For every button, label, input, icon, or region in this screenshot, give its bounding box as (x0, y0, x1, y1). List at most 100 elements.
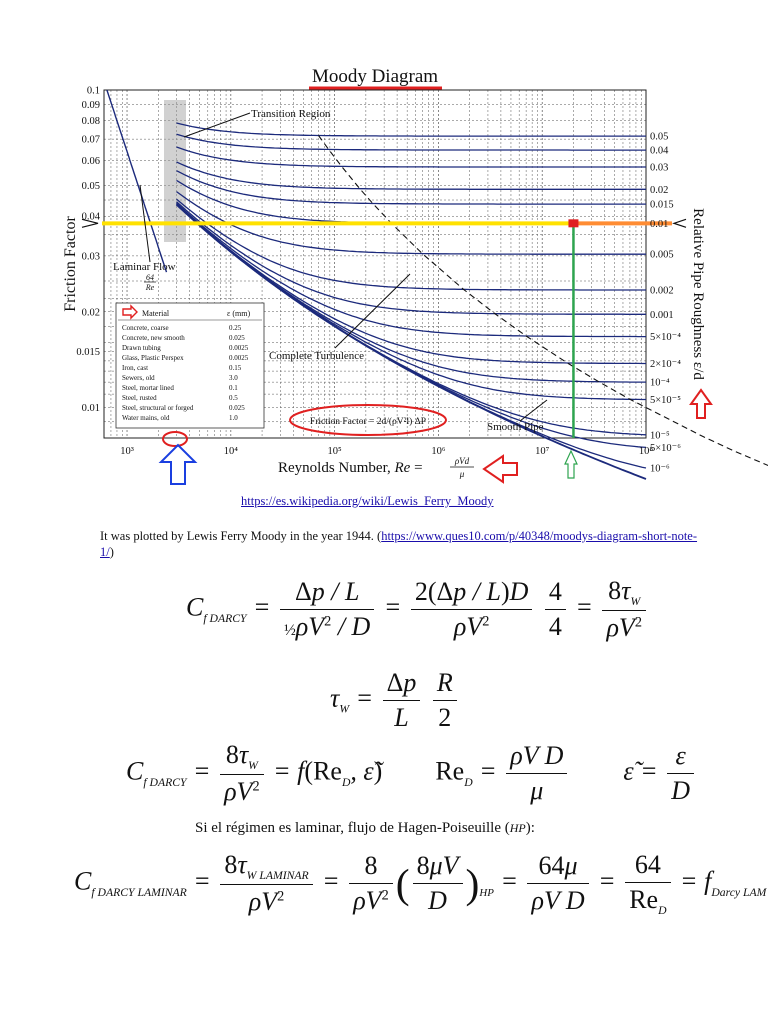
y-tick-label: 0.09 (82, 100, 100, 111)
green-up-arrow (564, 449, 578, 479)
roughness-curve (176, 179, 646, 225)
roughness-curve (176, 198, 646, 291)
x-axis-label: Reynolds Number, Re = (278, 460, 423, 476)
material-roughness: 3.0 (229, 374, 238, 382)
material-name: Drawn tubing (122, 344, 161, 352)
laminar-label: Laminar Flow (113, 261, 176, 273)
roughness-curve (176, 146, 646, 168)
roughness-label: 5×10⁻⁶ (650, 443, 681, 454)
complete-turbulence-label: Complete Turbulence (269, 350, 364, 362)
y-tick-label: 0.015 (76, 347, 100, 358)
equation-laminar: Cf DARCY LAMINAR = 8τW LAMINAR ρV2 = 8 ρV2… (74, 850, 767, 918)
transition-arrow (183, 112, 251, 138)
roughness-curve (176, 203, 646, 365)
x-axis-re: Re (393, 460, 410, 476)
y-tick-label: 0.02 (82, 307, 100, 318)
roughness-label: 0.01 (650, 219, 668, 230)
materials-table-box (115, 302, 265, 429)
material-roughness: 0.1 (229, 384, 238, 392)
roughness-label: 0.015 (650, 200, 674, 211)
highlight-overlays (81, 218, 687, 438)
transition-label: Transition Region (251, 108, 331, 120)
material-roughness: 1.0 (229, 414, 238, 422)
material-name: Iron, cast (122, 364, 148, 372)
smooth-pipe-curve (175, 203, 647, 480)
history-text: It was plotted by Lewis Ferry Moody in t… (100, 529, 382, 543)
hp-close: ): (525, 820, 535, 836)
material-roughness: 0.0025 (229, 354, 249, 362)
roughness-curve (176, 201, 646, 315)
right-pointer-arrow (672, 218, 687, 228)
y2-axis-label: Relative Pipe Roughness ε/d (690, 208, 706, 380)
equation-cf-darcy: Cf DARCY = Δp / L ½ρV2 / D = 2(Δp / L)D ρV… (186, 576, 649, 643)
y-tick-label: 0.07 (82, 135, 100, 146)
material-roughness: 0.0025 (229, 344, 249, 352)
blue-up-arrow (158, 443, 198, 485)
y-tick-label: 0.06 (82, 156, 100, 167)
roughness-label: 0.001 (650, 310, 674, 321)
roughness-curve (176, 133, 646, 151)
ques10-link[interactable]: https://www.ques10.com/p/40348/moodys-di… (100, 529, 698, 559)
left-pointer-arrow (81, 218, 99, 228)
roughness-labels: 0.05 0.04 0.03 0.02 0.015 0.01 0.005 0.002 0.001… (650, 132, 681, 475)
roughness-curve (176, 202, 646, 338)
x-axis-label-text: Reynolds Number, (278, 460, 394, 476)
materials-header-material: Material (142, 309, 170, 318)
material-name: Concrete, new smooth (122, 334, 185, 342)
laminar-arrow (139, 184, 151, 263)
plot-frame (103, 89, 647, 439)
re-red-arrow (482, 454, 518, 484)
roughness-curve (176, 170, 646, 205)
materials-table: Material ε (mm) Concrete, coarse 0.25Conc… (115, 302, 265, 429)
material-roughness: 0.15 (229, 364, 242, 372)
roughness-label: 5×10⁻⁴ (650, 332, 681, 343)
y-tick-label: 0.1 (87, 86, 100, 97)
y-tick-label: 0.04 (82, 212, 101, 223)
x-axis-frac-den: μ (459, 469, 465, 479)
roughness-curve (176, 191, 646, 255)
roughness-label: 5×10⁻⁵ (650, 395, 681, 406)
x-tick-label: 10⁴ (224, 446, 239, 457)
roughness-label: 2×10⁻⁴ (650, 359, 681, 370)
y-tick-label: 0.08 (82, 116, 100, 127)
y-tick-label: 0.01 (82, 403, 100, 414)
material-roughness: 0.025 (229, 404, 245, 412)
y-tick-label: 0.03 (82, 251, 100, 262)
roughness-curve (176, 122, 646, 137)
roughness-label: 0.002 (650, 285, 674, 296)
material-name: Steel, mortar lined (122, 384, 174, 392)
smooth-pipe-arrow (519, 399, 548, 422)
materials-header-eps: ε (mm) (227, 309, 250, 318)
roughness-label: 0.02 (650, 185, 668, 196)
roughness-label: 0.04 (650, 146, 669, 157)
complete-turbulence-boundary (318, 135, 768, 467)
chart-title: Moody Diagram (312, 66, 438, 87)
material-roughness: 0.025 (229, 334, 245, 342)
roughness-label: 10⁻⁶ (650, 464, 670, 475)
roughness-label: 10⁻⁵ (650, 430, 670, 441)
laminar-sentence: Si el régimen es laminar, flujo de Hagen… (195, 820, 535, 837)
highlight-point (568, 219, 579, 228)
laminar-curve (106, 89, 168, 273)
wiki-link[interactable]: https://es.wikipedia.org/wiki/Lewis_Ferr… (241, 494, 494, 508)
material-name: Steel, rusted (122, 394, 157, 402)
material-name: Steel, structural or forged (122, 404, 194, 412)
x-axis-eq: = (410, 460, 422, 476)
material-name: Glass, Plastic Perspex (122, 354, 184, 362)
formula-ellipse (289, 404, 447, 436)
roughness-label: 0.03 (650, 163, 668, 174)
materials-rows: Concrete, coarse 0.25 Concrete, new smooth… (122, 324, 249, 422)
material-name: Sewers, old (122, 374, 155, 382)
x-tick-label: 10⁷ (535, 446, 550, 457)
history-paragraph: It was plotted by Lewis Ferry Moody in t… (100, 528, 700, 560)
roughness-red-arrow (689, 388, 713, 419)
roughness-curves (106, 89, 768, 480)
x-tick-label: 10⁵ (328, 446, 343, 457)
roughness-label: 0.05 (650, 132, 668, 143)
equation-friction-function: Cf DARCY = 8τW ρV2 = f(ReD, ε̃) ReD = ρV … (126, 740, 697, 807)
roughness-label: 10⁻⁴ (650, 378, 670, 389)
history-close: ) (109, 545, 114, 559)
material-name: Concrete, coarse (122, 324, 169, 332)
y-axis-label: Friction Factor (62, 216, 79, 312)
